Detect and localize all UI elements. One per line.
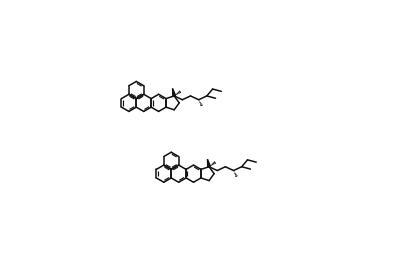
Polygon shape <box>173 88 176 96</box>
Polygon shape <box>207 159 211 167</box>
